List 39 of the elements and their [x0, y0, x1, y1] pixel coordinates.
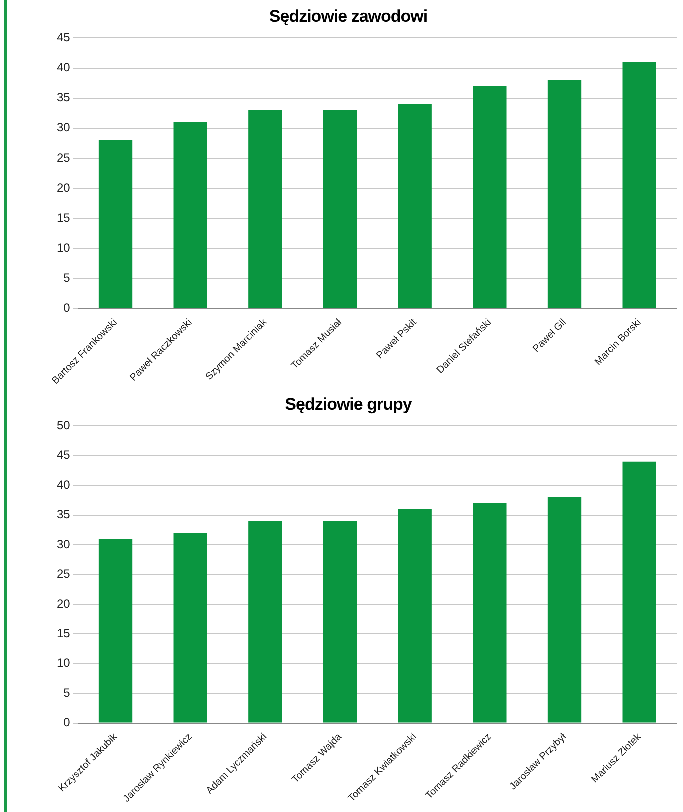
y-tick-label: 20	[56, 180, 71, 195]
y-tick-label: 35	[56, 90, 71, 105]
bar	[98, 539, 133, 723]
bar	[473, 86, 507, 308]
y-tick-label: 45	[56, 30, 71, 45]
y-tick-label: 10	[56, 656, 71, 670]
y-tick-label: 0	[64, 716, 71, 730]
bar	[622, 62, 656, 308]
bar	[398, 509, 432, 723]
y-tick-label: 35	[56, 508, 71, 522]
y-tick-label: 20	[56, 596, 71, 611]
bar	[548, 80, 582, 308]
y-tick-label: 5	[64, 271, 71, 286]
y-tick-label: 30	[56, 120, 71, 135]
bar	[622, 462, 656, 723]
bar	[174, 533, 208, 723]
y-tick-label: 0	[64, 301, 71, 316]
bar	[98, 140, 133, 308]
bar	[248, 521, 282, 723]
y-tick-label: 10	[56, 240, 71, 255]
y-tick-label: 30	[56, 537, 71, 552]
bar	[473, 503, 507, 723]
y-tick-label: 25	[56, 567, 71, 582]
bar	[248, 110, 282, 308]
bar	[323, 110, 358, 308]
y-tick-label: 40	[56, 478, 71, 492]
bar	[398, 104, 432, 308]
y-tick-label: 50	[56, 418, 71, 433]
y-tick-label: 40	[56, 60, 71, 75]
y-tick-label: 5	[64, 686, 71, 700]
bar	[174, 122, 208, 308]
y-tick-label: 45	[56, 448, 71, 462]
y-tick-label: 15	[56, 626, 71, 640]
chart-title: Sędziowie grupy	[284, 394, 414, 416]
y-tick-label: 15	[56, 210, 71, 225]
y-tick-label: 25	[56, 150, 71, 165]
bar	[548, 498, 582, 723]
bar	[323, 521, 358, 723]
chart-title: Sędziowie zawodowi	[268, 6, 429, 28]
